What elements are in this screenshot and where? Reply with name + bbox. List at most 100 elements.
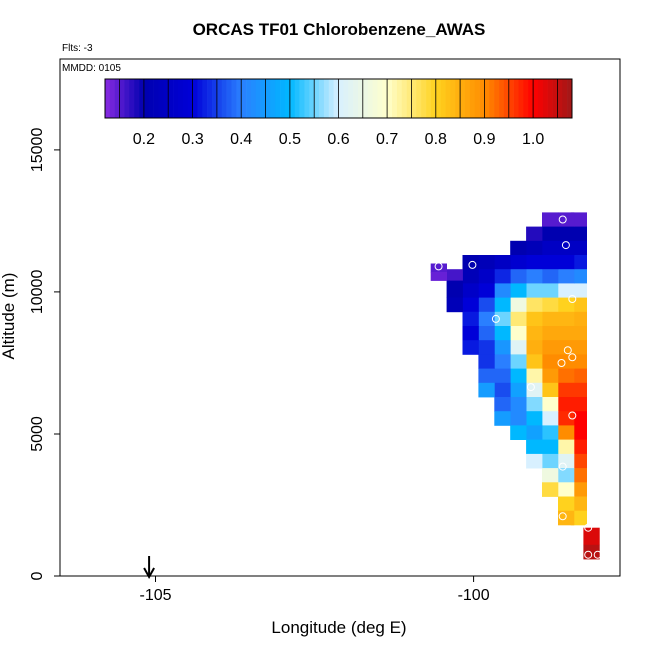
heatmap-cell — [558, 468, 575, 483]
heatmap-cell — [558, 311, 575, 327]
colorbar-segment — [367, 79, 373, 118]
colorbar-segment — [182, 79, 188, 118]
heatmap-cell — [526, 425, 543, 440]
sample-point — [561, 552, 570, 561]
heatmap-cell — [478, 311, 495, 327]
x-tick-label: -100 — [458, 587, 490, 604]
colorbar-tick-label: 0.8 — [425, 131, 447, 148]
colorbar-segment — [557, 79, 563, 118]
colorbar-segment — [187, 79, 193, 118]
colorbar-segment — [421, 79, 427, 118]
heatmap-cell — [570, 439, 587, 455]
heatmap-cell — [558, 439, 575, 455]
heatmap-cell — [494, 354, 511, 369]
heatmap-cell — [570, 354, 587, 369]
colorbar-segment — [552, 79, 558, 118]
x-axis: -105 -100 — [139, 576, 490, 604]
heatmap-cell — [542, 283, 559, 298]
colorbar-segment — [280, 79, 286, 118]
colorbar-segment — [105, 79, 111, 118]
heatmap-cell — [570, 368, 587, 384]
colorbar-segment — [134, 79, 140, 118]
heatmap-cell — [542, 326, 559, 341]
heatmap-cell — [510, 283, 527, 298]
colorbar-segment — [148, 79, 154, 118]
colorbar-segment — [450, 79, 456, 118]
heatmap-cell — [570, 283, 587, 298]
colorbar-segment — [328, 79, 334, 118]
sample-point — [563, 346, 572, 355]
heatmap-cell — [570, 340, 587, 355]
colorbar-segment — [348, 79, 354, 118]
heatmap-cell — [570, 269, 587, 284]
chart-title: ORCAS TF01 Chlorobenzene_AWAS — [193, 20, 486, 39]
heatmap-cell — [510, 382, 527, 398]
colorbar-segment — [255, 79, 261, 118]
heatmap-cell — [478, 368, 495, 384]
heatmap-cell — [446, 269, 463, 281]
heatmap-cell — [478, 283, 495, 298]
colorbar-segment — [294, 79, 300, 118]
heatmap-cell — [570, 510, 587, 526]
heatmap-cell — [542, 311, 559, 327]
colorbar-segment — [499, 79, 505, 118]
heatmap-cell — [558, 226, 575, 242]
heatmap-cell — [478, 255, 495, 270]
heatmap-cell — [462, 283, 479, 298]
heatmap-cell — [558, 269, 575, 284]
heatmap-cell — [510, 240, 527, 256]
heatmap-cell — [570, 240, 587, 256]
colorbar-segment — [489, 79, 495, 118]
y-tick-label: 0 — [29, 571, 46, 580]
colorbar-segment — [362, 79, 368, 118]
heatmap-cell — [478, 340, 495, 355]
heatmap-cell — [542, 368, 559, 384]
colorbar-segment — [562, 79, 568, 118]
colorbar-segment — [416, 79, 422, 118]
colorbar-segment — [440, 79, 446, 118]
heatmap-cell — [526, 397, 543, 412]
heatmap-cell — [542, 425, 559, 440]
heatmap-cell — [583, 544, 600, 560]
heatmap-cell — [526, 269, 543, 284]
heatmap-cell — [558, 496, 575, 512]
colorbar-segment — [460, 79, 466, 118]
colorbar-segment — [455, 79, 461, 118]
heatmap-cell — [510, 397, 527, 412]
heatmap-cell — [510, 368, 527, 384]
heatmap-cell — [570, 226, 587, 242]
heatmap-cell — [478, 354, 495, 369]
colorbar-segment — [338, 79, 344, 118]
colorbar-segment — [518, 79, 524, 118]
sample-point — [593, 550, 602, 559]
colorbar-segment — [304, 79, 310, 118]
heatmap-cell — [510, 297, 527, 313]
heatmap-cell — [510, 411, 527, 426]
heatmap-cell — [558, 482, 575, 497]
colorbar-tick-label: 0.5 — [279, 131, 301, 148]
heatmap-cell — [570, 411, 587, 426]
plot-frame — [59, 58, 621, 577]
heatmap-cell — [542, 354, 559, 369]
heatmap-cell — [478, 269, 495, 284]
colorbar-segment — [323, 79, 330, 118]
colorbar-segment — [537, 79, 544, 118]
colorbar-segment — [163, 79, 169, 118]
colorbar-segment — [275, 79, 281, 118]
sample-point — [526, 383, 535, 392]
heatmap-cell — [494, 283, 511, 298]
heatmap-cell — [494, 326, 511, 341]
colorbar-segment — [109, 79, 116, 118]
colorbar-segment — [226, 79, 232, 118]
heatmap-cell — [494, 311, 511, 327]
colorbar-segment — [168, 79, 174, 118]
colorbar-segment — [435, 79, 441, 118]
colorbar-segment — [246, 79, 252, 118]
heatmap-cell — [526, 326, 543, 341]
heatmap-cell — [558, 326, 575, 341]
colorbar-segment — [197, 79, 203, 118]
heatmap-cell — [570, 311, 587, 327]
down-arrow-icon — [143, 556, 155, 580]
colorbar-segment — [139, 79, 145, 118]
heatmap-cell — [570, 453, 587, 469]
